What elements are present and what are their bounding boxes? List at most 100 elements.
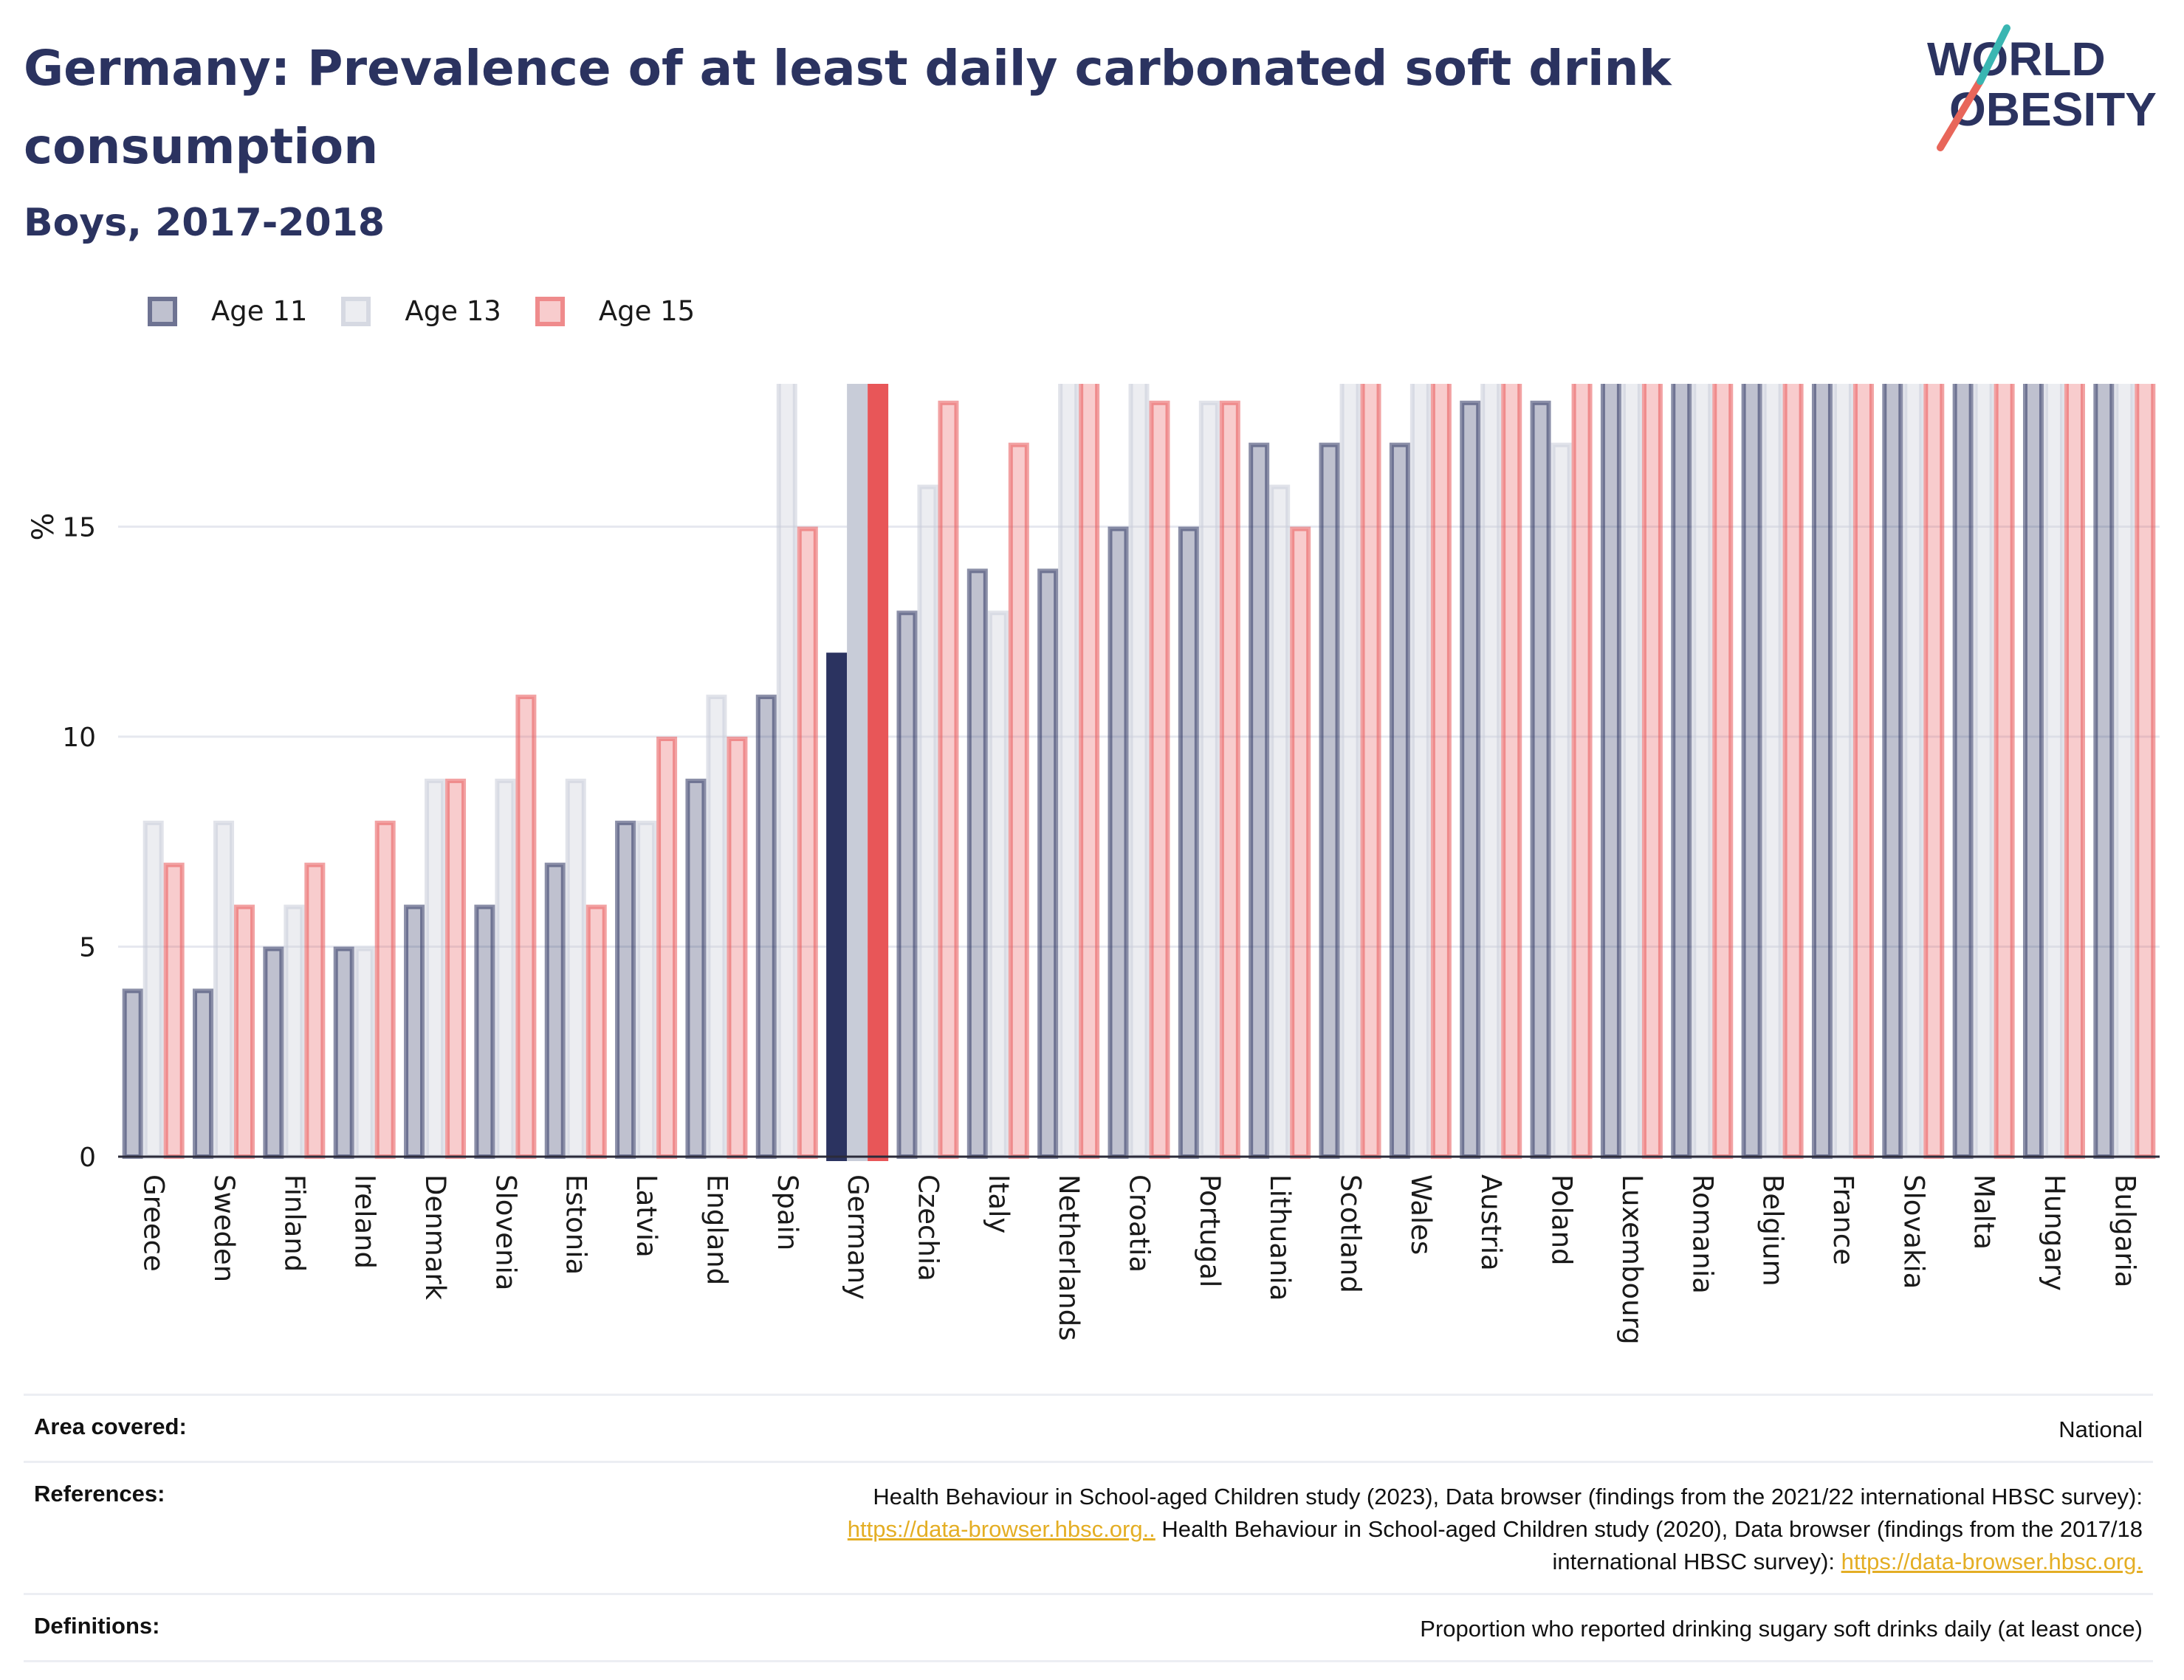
bar (2043, 384, 2064, 1159)
bar (1762, 384, 1783, 1159)
bar (776, 384, 797, 1159)
bar (1460, 400, 1481, 1160)
bar (727, 737, 748, 1159)
bar (213, 820, 235, 1159)
x-tick-label: Sweden (208, 1174, 240, 1282)
bar (263, 946, 284, 1159)
bar (234, 904, 255, 1159)
bar (1108, 526, 1129, 1159)
bar (1882, 384, 1903, 1159)
footer-row-references: References: Health Behaviour in School-a… (24, 1461, 2153, 1593)
bar (515, 695, 537, 1160)
legend-item-age-11[interactable]: Age 11 (148, 295, 307, 327)
x-tick-label: Italy (983, 1174, 1014, 1233)
bar (122, 988, 143, 1160)
x-tick-label: Greece (138, 1174, 170, 1272)
x-tick-label: England (701, 1174, 732, 1285)
bar (2114, 384, 2135, 1159)
bar (2135, 384, 2156, 1159)
x-tick-label: Germany (842, 1174, 873, 1300)
bar (987, 610, 1009, 1159)
y-tick-label: 5 (79, 933, 96, 963)
bar (1671, 384, 1692, 1159)
x-tick-label: Slovakia (1898, 1174, 1929, 1289)
x-tick-label: Bulgaria (2109, 1174, 2140, 1287)
bar (495, 778, 516, 1160)
legend-label-age-15: Age 15 (598, 295, 696, 327)
bar (163, 862, 185, 1159)
bar (1037, 568, 1059, 1159)
x-tick-label: Czechia (912, 1174, 944, 1281)
reference-text-3: international HBSC survey): (1552, 1549, 1841, 1574)
area-covered-label: Area covered: (34, 1414, 187, 1439)
y-tick-label: 10 (62, 723, 96, 753)
x-tick-label: Ireland (349, 1174, 381, 1269)
legend-item-age-13[interactable]: Age 13 (341, 295, 501, 327)
x-tick-label: Netherlands (1053, 1174, 1085, 1341)
bar (1058, 384, 1079, 1160)
bar (615, 820, 636, 1159)
bar (1430, 384, 1452, 1160)
bar (1551, 442, 1572, 1159)
y-axis-label: % (27, 512, 61, 540)
bar (1501, 384, 1522, 1159)
reference-text-2: Health Behaviour in School-aged Children… (1155, 1516, 2143, 1542)
bar (1008, 442, 1029, 1159)
bar (1389, 442, 1410, 1159)
reference-link-1[interactable]: https://data-browser.hbsc.org.. (847, 1516, 1155, 1542)
legend-swatch-age-13 (341, 296, 371, 326)
bar (685, 778, 707, 1160)
bar (1249, 442, 1270, 1159)
bar (2064, 384, 2085, 1159)
bar (1571, 384, 1593, 1160)
bar (1832, 384, 1853, 1159)
bar (586, 904, 607, 1159)
bar (1409, 384, 1431, 1160)
bar (374, 820, 396, 1159)
bar (2093, 384, 2115, 1159)
svg-text:WORLD: WORLD (1927, 32, 2106, 86)
bar (1973, 384, 1994, 1159)
x-tick-label: France (1827, 1174, 1859, 1265)
x-tick-label: Slovenia (490, 1174, 521, 1290)
x-tick-label: Romania (1686, 1174, 1718, 1294)
area-covered-value: National (2058, 1416, 2143, 1442)
y-tick-label: 15 (62, 513, 96, 543)
x-tick-label: Finland (278, 1174, 310, 1272)
bar (656, 737, 678, 1159)
bar (896, 610, 918, 1159)
chart-subtitle: Boys, 2017-2018 (24, 201, 385, 245)
bar (868, 384, 889, 1161)
bar (706, 695, 727, 1160)
definitions-label: Definitions: (34, 1613, 160, 1639)
x-tick-label: Lithuania (1264, 1174, 1296, 1301)
bar (847, 384, 868, 1161)
bar (1692, 384, 1713, 1160)
bar (1219, 400, 1240, 1160)
bar (1741, 384, 1762, 1160)
bar (2022, 384, 2044, 1160)
svg-text:OBESITY: OBESITY (1949, 83, 2157, 136)
bar (304, 862, 326, 1159)
chart-legend: Age 11 Age 13 Age 15 (148, 295, 729, 327)
bar (1149, 400, 1170, 1160)
legend-item-age-15[interactable]: Age 15 (535, 295, 695, 327)
bar (284, 904, 305, 1159)
legend-label-age-13: Age 13 (405, 295, 501, 327)
bar (333, 946, 354, 1159)
bar (1852, 384, 1874, 1159)
bar (1712, 384, 1734, 1159)
x-tick-label: Wales (1405, 1174, 1437, 1255)
x-tick-label: Spain (772, 1174, 803, 1250)
references-value: Health Behaviour in School-aged Children… (848, 1481, 2143, 1578)
bar (1360, 384, 1381, 1159)
reference-link-2[interactable]: https://data-browser.hbsc.org. (1841, 1549, 2143, 1574)
x-tick-label: Poland (1546, 1174, 1578, 1266)
bar (826, 653, 848, 1161)
bar (142, 820, 164, 1159)
bar (1079, 384, 1100, 1159)
bar (1198, 400, 1220, 1160)
bar (565, 778, 586, 1160)
bar (1994, 384, 2015, 1159)
bar (404, 904, 425, 1159)
